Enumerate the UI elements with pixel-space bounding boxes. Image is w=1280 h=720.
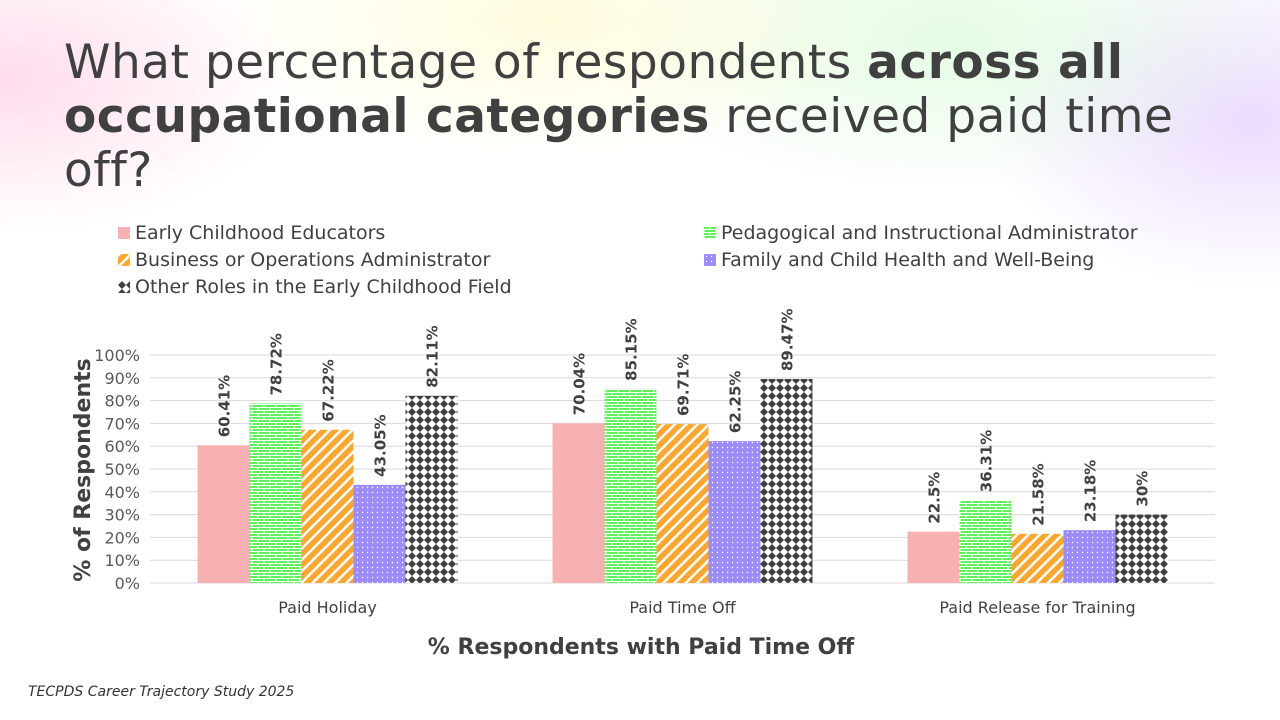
x-tick-label: Paid Holiday (278, 598, 377, 617)
title-part: received paid time off? (64, 89, 1174, 198)
bar (760, 379, 813, 583)
data-label: 78.72% (268, 333, 286, 395)
legend-item: Early Childhood Educators (118, 222, 385, 244)
bar (1011, 533, 1064, 583)
data-label: 85.15% (623, 318, 641, 380)
title-bold: across all occupational categories (64, 35, 1124, 144)
y-tick-label: 70% (104, 414, 140, 433)
bar (604, 388, 657, 583)
y-tick-label: 0% (115, 574, 140, 593)
legend-swatch (118, 227, 130, 239)
data-label: 22.5% (926, 472, 944, 524)
data-label: 36.31% (978, 430, 996, 492)
data-label: 67.22% (320, 359, 338, 421)
legend-label: Pedagogical and Instructional Administra… (721, 222, 1138, 244)
y-tick-label: 60% (104, 437, 140, 456)
data-label: 69.71% (675, 354, 693, 416)
data-label: 30% (1134, 471, 1152, 507)
bar (656, 424, 709, 583)
legend-item: Pedagogical and Instructional Administra… (704, 222, 1138, 244)
legend-item: Other Roles in the Early Childhood Field (118, 276, 512, 298)
y-tick-label: 20% (104, 528, 140, 547)
x-tick-label: Paid Time Off (629, 598, 736, 617)
data-label: 89.47% (779, 309, 797, 371)
bar (405, 395, 458, 583)
legend-label: Family and Child Health and Well-Being (721, 249, 1095, 271)
source-note: TECPDS Career Trajectory Study 2025 (28, 684, 295, 700)
bar (249, 403, 302, 583)
title-part: What percentage of respondents (64, 35, 868, 90)
bar (552, 423, 605, 583)
data-label: 21.58% (1030, 463, 1048, 525)
y-tick-label: 80% (104, 392, 140, 411)
legend-label: Business or Operations Administrator (135, 249, 491, 271)
data-label: 62.25% (727, 371, 745, 433)
legend-label: Early Childhood Educators (135, 222, 386, 244)
y-axis-title: % of Respondents (71, 358, 96, 581)
data-label: 82.11% (424, 325, 442, 387)
bar (708, 441, 761, 583)
legend-swatch (704, 254, 716, 266)
bar (1115, 514, 1168, 583)
legend-item: Family and Child Health and Well-Being (704, 249, 1094, 271)
legend-swatch (118, 281, 130, 293)
legend-swatch (118, 254, 130, 266)
x-axis-title: % Respondents with Paid Time Off (428, 635, 856, 660)
y-tick-label: 100% (94, 346, 140, 365)
y-tick-label: 10% (104, 551, 140, 570)
bar (197, 445, 250, 583)
y-tick-label: 30% (104, 506, 140, 525)
data-label: 70.04% (571, 353, 589, 415)
legend-label: Other Roles in the Early Childhood Field (135, 276, 512, 298)
page-title: What percentage of respondents across al… (64, 36, 1214, 198)
bar (1063, 530, 1116, 583)
y-tick-label: 90% (104, 369, 140, 388)
bar (959, 500, 1012, 583)
legend-item: Business or Operations Administrator (118, 249, 490, 271)
data-label: 23.18% (1082, 460, 1100, 522)
data-label: 43.05% (372, 414, 390, 476)
bar (353, 484, 406, 583)
y-tick-label: 50% (104, 460, 140, 479)
bar (907, 531, 960, 583)
bar (301, 429, 354, 583)
x-tick-label: Paid Release for Training (939, 598, 1135, 617)
data-label: 60.41% (216, 375, 234, 437)
y-tick-label: 40% (104, 483, 140, 502)
legend-swatch (704, 227, 716, 239)
